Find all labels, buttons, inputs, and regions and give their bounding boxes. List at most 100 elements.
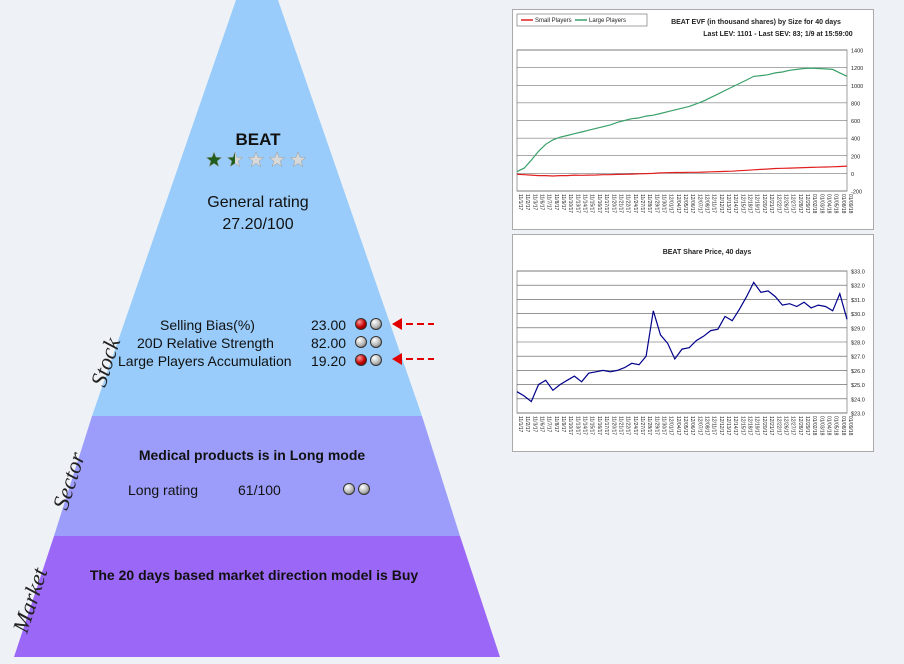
x-tick-label: 11/30/17 [660,194,666,213]
y-tick-label: 800 [851,101,860,107]
x-tick-label: 11/2/17 [524,194,530,211]
x-tick-label: 11/13/17 [574,194,580,213]
x-tick-label: 12/06/17 [689,416,695,436]
x-tick-label: 11/9/17 [560,194,566,211]
evf-chart: Small Players Large Players BEAT EVF (in t… [516,13,863,214]
signal-ball-icon [358,483,370,495]
series-line [516,165,848,177]
metric-balls-large-players [355,354,382,366]
market-title: The 20 days based market direction model… [89,567,419,583]
x-tick-label: 12/27/17 [790,416,796,436]
x-tick-label: 01/02/18 [811,194,817,214]
star-icon [205,151,223,168]
signal-ball-icon [355,336,367,348]
x-tick-label: 11/8/17 [553,416,559,433]
x-tick-label: 12/01/17 [668,194,674,214]
y-tick-label: 1200 [851,66,863,72]
y-tick-label: $32.0 [851,284,865,290]
x-tick-label: 11/14/17 [582,194,588,213]
x-tick-label: 12/21/17 [768,416,774,436]
x-tick-label: 11/27/17 [639,194,645,213]
legend-label: Small Players [535,18,572,24]
y-tick-label: 200 [851,154,860,160]
x-tick-label: 12/29/17 [804,194,810,214]
x-tick-label: 12/15/17 [739,194,745,214]
x-tick-label: 11/3/17 [531,416,537,433]
x-tick-label: 01/02/18 [811,416,817,436]
x-tick-label: 11/16/17 [596,194,602,213]
metric-label-relative-strength: 20D Relative Strength [137,335,274,351]
y-tick-label: $28.0 [851,341,865,347]
x-tick-label: 12/26/17 [782,416,788,436]
x-tick-label: 12/11/17 [711,416,717,435]
arrow-large-players [392,353,434,365]
x-tick-label: 12/04/17 [675,416,681,436]
y-tick-label: $30.0 [851,312,865,318]
metric-balls-selling-bias [355,318,382,330]
star-icon [247,151,265,168]
chart-title: BEAT EVF (in thousand shares) by Size fo… [671,19,841,26]
x-tick-label: 12/20/17 [761,416,767,436]
series-line [516,67,848,173]
x-tick-label: 12/05/17 [682,194,688,214]
x-tick-label: 01/05/18 [833,194,839,214]
signal-ball-icon [343,483,355,495]
price-chart: BEAT Share Price, 40 days $33.0 $32.0 $31.0… [516,249,865,436]
signal-ball-icon [355,318,367,330]
x-tick-label: 12/19/17 [754,194,760,214]
x-tick-label: 11/7/17 [546,416,552,433]
arrow-selling-bias [392,318,434,330]
x-tick-label: 12/14/17 [732,194,738,214]
metric-value-large-players: 19.20 [311,353,347,369]
x-tick-label: 12/21/17 [768,194,774,214]
y-tick-label: 0 [851,172,854,178]
metric-label-large-players: Large Players Accumulation [118,353,292,369]
x-tick-label: 12/13/17 [725,416,731,436]
general-rating-value: 27.20/100 [222,216,294,233]
y-tick-label: 1000 [851,84,863,90]
x-tick-label: 01/05/18 [833,416,839,436]
sector-balls [343,483,370,495]
x-tick-label: 12/11/17 [711,194,717,213]
sector-rating-label: Long rating [128,482,199,498]
x-tick-label: 12/26/17 [782,194,788,214]
x-tick-label: 12/18/17 [747,416,753,436]
x-tick-label: 12/14/17 [732,416,738,436]
y-tick-label: $33.0 [851,270,865,276]
x-tick-label: 12/29/17 [804,416,810,436]
x-tick-label: 11/13/17 [574,416,580,435]
signal-ball-icon [370,318,382,330]
x-tick-label: 11/29/17 [653,416,659,435]
y-tick-label: $25.0 [851,383,865,389]
sector-rating-value: 61/100 [238,482,281,498]
x-tick-label: 11/29/17 [653,194,659,213]
y-tick-label: -200 [851,190,862,196]
x-tick-label: 11/6/17 [539,416,545,433]
metric-value-selling-bias: 23.00 [311,317,347,333]
x-tick-label: 12/12/17 [718,194,724,214]
x-tick-label: 12/15/17 [739,416,745,436]
y-tick-label: $23.0 [851,412,865,418]
metric-value-relative-strength: 82.00 [311,335,347,351]
star-icon [268,151,286,168]
x-tick-label: 11/1/17 [517,194,523,211]
stock-band [92,0,422,416]
x-tick-label: 12/13/17 [725,194,731,214]
y-tick-label: 600 [851,119,860,125]
price-chart-panel: BEAT Share Price, 40 days $33.0 $32.0 $31.0… [512,234,874,452]
x-tick-label: 11/3/17 [531,194,537,211]
x-tick-label: 12/08/17 [704,416,710,436]
market-band [14,536,500,657]
x-tick-label: 12/28/17 [797,194,803,214]
metric-balls-relative-strength [355,336,382,348]
x-tick-label: 11/7/17 [546,194,552,211]
x-tick-label: 11/24/17 [632,416,638,435]
y-tick-label: $31.0 [851,298,865,304]
x-tick-label: 12/28/17 [797,416,803,436]
x-tick-label: 12/07/17 [696,416,702,436]
signal-ball-icon [370,354,382,366]
x-tick-label: 11/16/17 [596,416,602,435]
y-tick-label: 400 [851,137,860,143]
x-tick-label: 12/07/17 [696,194,702,214]
x-tick-label: 12/27/17 [790,194,796,214]
